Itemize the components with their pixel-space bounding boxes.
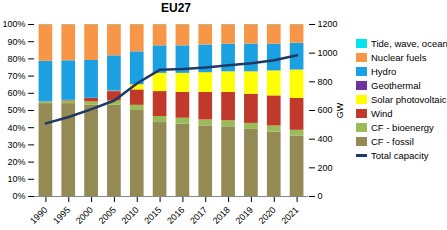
html-text:Wind: Wind: [371, 107, 393, 119]
svg-text:2018: 2018: [211, 205, 232, 226]
svg-text:400: 400: [318, 134, 333, 144]
svg-text:1995: 1995: [51, 205, 72, 226]
html-text:Tide, wave, ocean: Tide, wave, ocean: [371, 37, 447, 49]
svg-text:2016: 2016: [165, 205, 186, 226]
html-text:Hydro: Hydro: [371, 65, 397, 77]
svg-text:60%: 60%: [7, 88, 25, 98]
svg-text:1200: 1200: [318, 19, 338, 29]
svg-text:80%: 80%: [7, 54, 25, 64]
svg-text:2015: 2015: [142, 205, 163, 226]
svg-text:70%: 70%: [7, 71, 25, 81]
svg-text:2017: 2017: [188, 205, 209, 226]
svg-text:2020: 2020: [256, 205, 277, 226]
svg-text:200: 200: [318, 163, 333, 173]
svg-text:10%: 10%: [7, 174, 25, 184]
html-text:Solar photovoltaic: Solar photovoltaic: [371, 93, 447, 105]
svg-text:20%: 20%: [7, 157, 25, 167]
svg-text:1990: 1990: [28, 205, 49, 226]
svg-text:800: 800: [318, 77, 333, 87]
html-text:Geothermal: Geothermal: [371, 79, 421, 91]
html-text:CF - bioenergy: CF - bioenergy: [371, 121, 434, 133]
svg-text:50%: 50%: [7, 105, 25, 115]
svg-text:2019: 2019: [234, 205, 255, 226]
svg-text:GW: GW: [335, 102, 345, 118]
svg-text:1000: 1000: [318, 48, 338, 58]
html-text:Total capacity: Total capacity: [371, 149, 429, 161]
svg-text:40%: 40%: [7, 123, 25, 133]
html-text:EU27: EU27: [161, 1, 191, 15]
svg-text:2005: 2005: [97, 205, 118, 226]
svg-text:100%: 100%: [2, 19, 25, 29]
svg-text:2010: 2010: [119, 205, 140, 226]
svg-text:2021: 2021: [279, 205, 300, 226]
html-text:CF - fossil: CF - fossil: [371, 135, 414, 147]
html-text:Nuclear fuels: Nuclear fuels: [371, 51, 427, 63]
svg-text:2000: 2000: [74, 205, 95, 226]
svg-text:0%: 0%: [12, 191, 25, 201]
svg-text:30%: 30%: [7, 140, 25, 150]
svg-text:0: 0: [318, 191, 323, 201]
svg-text:90%: 90%: [7, 37, 25, 47]
svg-text:600: 600: [318, 105, 333, 115]
